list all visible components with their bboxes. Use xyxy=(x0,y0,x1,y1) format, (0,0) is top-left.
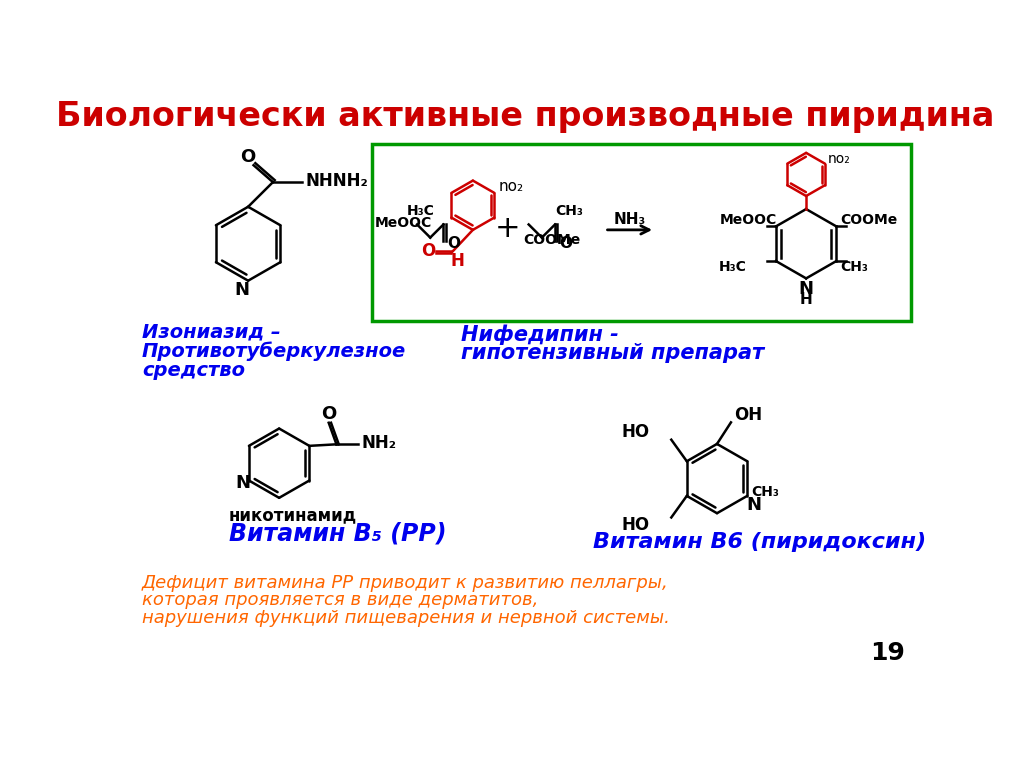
Text: no₂: no₂ xyxy=(499,179,523,194)
Text: O: O xyxy=(240,149,255,166)
Text: N: N xyxy=(745,496,761,514)
Text: HO: HO xyxy=(622,423,649,441)
Text: Изониазид –: Изониазид – xyxy=(142,323,281,342)
Text: O: O xyxy=(447,236,461,252)
Text: MeOOC: MeOOC xyxy=(720,213,777,227)
Text: +: + xyxy=(495,214,520,243)
FancyBboxPatch shape xyxy=(372,143,910,321)
Text: которая проявляется в виде дерматитов,: которая проявляется в виде дерматитов, xyxy=(142,591,539,609)
Text: Противотуберкулезное: Противотуберкулезное xyxy=(142,342,407,361)
Text: OH: OH xyxy=(734,406,762,423)
Text: нарушения функций пищеварения и нервной системы.: нарушения функций пищеварения и нервной … xyxy=(142,609,670,627)
Text: CH₃: CH₃ xyxy=(751,485,779,499)
Text: гипотензивный препарат: гипотензивный препарат xyxy=(461,343,765,363)
Text: N: N xyxy=(234,281,250,299)
Text: COOMe: COOMe xyxy=(841,213,897,227)
Text: O: O xyxy=(559,236,571,252)
Text: Нифедипин -: Нифедипин - xyxy=(461,324,618,345)
Text: H: H xyxy=(800,292,812,308)
Text: Витамин В₅ (РР): Витамин В₅ (РР) xyxy=(228,522,446,545)
Text: no₂: no₂ xyxy=(828,152,851,166)
Text: Дефицит витамина РР приводит к развитию пеллагры,: Дефицит витамина РР приводит к развитию … xyxy=(142,574,669,591)
Text: никотинамид: никотинамид xyxy=(228,505,357,524)
Text: Витамин В6 (пиридоксин): Витамин В6 (пиридоксин) xyxy=(593,532,926,551)
Text: CH₃: CH₃ xyxy=(555,203,583,218)
Text: CH₃: CH₃ xyxy=(841,260,868,275)
Text: 19: 19 xyxy=(870,641,905,665)
Text: средство: средство xyxy=(142,361,245,380)
Text: O: O xyxy=(421,242,435,261)
Text: MeOOC: MeOOC xyxy=(375,216,432,230)
Text: N: N xyxy=(799,280,814,298)
Text: H₃C: H₃C xyxy=(407,203,434,218)
Text: H₃C: H₃C xyxy=(719,260,746,275)
Text: O: O xyxy=(322,404,336,423)
Text: N: N xyxy=(236,474,250,492)
Text: NH₂: NH₂ xyxy=(361,434,396,452)
Text: H: H xyxy=(451,252,464,270)
Text: HO: HO xyxy=(622,516,649,534)
Text: NHNH₂: NHNH₂ xyxy=(305,172,369,189)
Text: COOMe: COOMe xyxy=(523,233,581,247)
Text: Биологически активные производные пиридина: Биологически активные производные пириди… xyxy=(55,100,994,133)
Text: NH₃: NH₃ xyxy=(613,212,646,226)
